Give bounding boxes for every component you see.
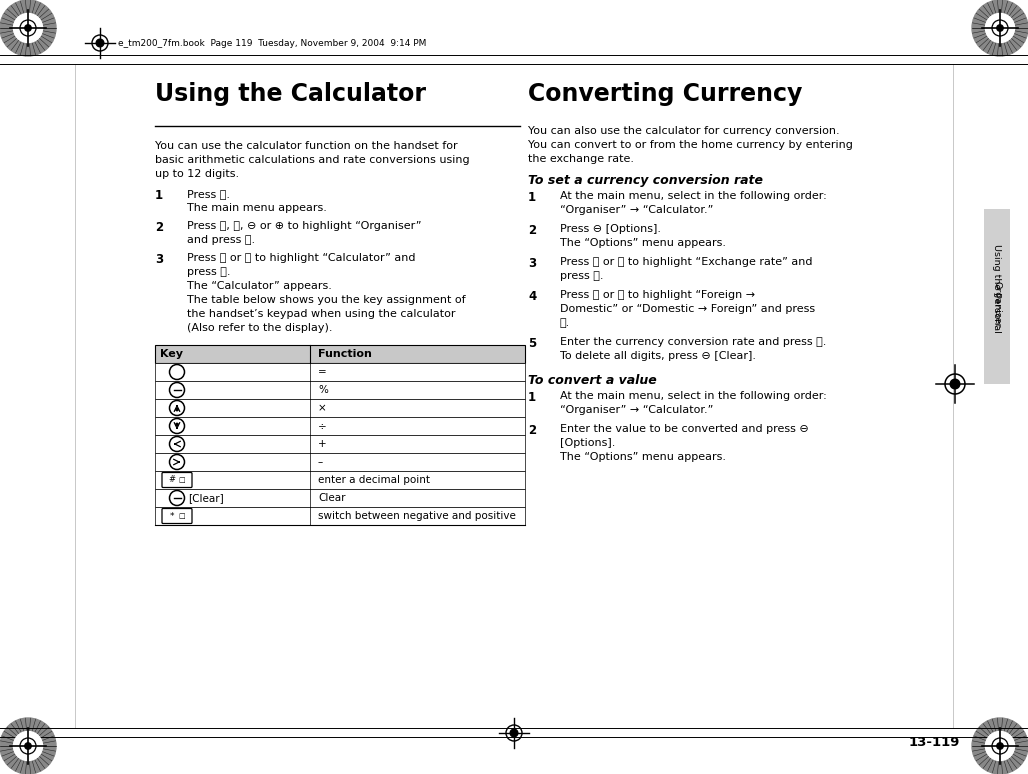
Text: the exchange rate.: the exchange rate.: [528, 154, 634, 164]
FancyBboxPatch shape: [155, 381, 525, 399]
Text: 3: 3: [155, 253, 163, 266]
Text: ⓧ.: ⓧ.: [560, 318, 571, 328]
Text: 1: 1: [528, 391, 537, 404]
Text: The “Calculator” appears.: The “Calculator” appears.: [187, 281, 332, 291]
Text: □: □: [179, 513, 185, 519]
Text: 1: 1: [155, 189, 163, 202]
Text: Domestic” or “Domestic → Foreign” and press: Domestic” or “Domestic → Foreign” and pr…: [560, 304, 815, 314]
Text: 1: 1: [528, 191, 537, 204]
Text: #: #: [169, 475, 176, 485]
Text: Organiser: Organiser: [992, 281, 1001, 328]
Text: *: *: [170, 512, 175, 520]
FancyBboxPatch shape: [155, 489, 525, 507]
Text: You can use the calculator function on the handset for: You can use the calculator function on t…: [155, 141, 457, 151]
FancyBboxPatch shape: [155, 363, 525, 381]
Circle shape: [25, 25, 31, 31]
Text: 2: 2: [528, 424, 537, 437]
Text: □: □: [179, 477, 185, 483]
Text: At the main menu, select in the following order:: At the main menu, select in the followin…: [560, 391, 827, 401]
FancyBboxPatch shape: [155, 345, 525, 363]
Text: 2: 2: [155, 221, 163, 234]
Text: switch between negative and positive: switch between negative and positive: [318, 511, 516, 521]
Text: At the main menu, select in the following order:: At the main menu, select in the followin…: [560, 191, 827, 201]
FancyBboxPatch shape: [984, 209, 1009, 384]
Text: and press ⓧ.: and press ⓧ.: [187, 235, 255, 245]
Text: enter a decimal point: enter a decimal point: [318, 475, 430, 485]
FancyBboxPatch shape: [155, 471, 525, 489]
Text: 3: 3: [528, 257, 537, 270]
Text: Press ⓢ or ⓣ to highlight “Calculator” and: Press ⓢ or ⓣ to highlight “Calculator” a…: [187, 253, 415, 263]
Text: You can convert to or from the home currency by entering: You can convert to or from the home curr…: [528, 140, 853, 150]
Text: =: =: [318, 367, 327, 377]
Text: up to 12 digits.: up to 12 digits.: [155, 169, 240, 179]
Text: 2: 2: [528, 224, 537, 237]
Circle shape: [510, 729, 518, 737]
FancyBboxPatch shape: [155, 417, 525, 435]
Text: Press ⊖ [Options].: Press ⊖ [Options].: [560, 224, 661, 234]
Text: ÷: ÷: [318, 421, 327, 431]
Text: To set a currency conversion rate: To set a currency conversion rate: [528, 174, 763, 187]
Text: “Organiser” → “Calculator.”: “Organiser” → “Calculator.”: [560, 405, 713, 415]
Text: Press ⓢ or ⓣ to highlight “Foreign →: Press ⓢ or ⓣ to highlight “Foreign →: [560, 290, 756, 300]
Text: e_tm200_7fm.book  Page 119  Tuesday, November 9, 2004  9:14 PM: e_tm200_7fm.book Page 119 Tuesday, Novem…: [118, 39, 427, 47]
Text: 13-119: 13-119: [909, 736, 960, 749]
Text: To delete all digits, press ⊖ [Clear].: To delete all digits, press ⊖ [Clear].: [560, 351, 756, 361]
Text: [Clear]: [Clear]: [188, 493, 224, 503]
Circle shape: [972, 0, 1028, 56]
Circle shape: [0, 718, 56, 774]
Text: You can also use the calculator for currency conversion.: You can also use the calculator for curr…: [528, 126, 840, 136]
Text: the handset’s keypad when using the calculator: the handset’s keypad when using the calc…: [187, 309, 455, 319]
Circle shape: [0, 0, 56, 56]
Text: Clear: Clear: [318, 493, 345, 503]
Text: press ⓧ.: press ⓧ.: [560, 271, 603, 281]
Text: Press ⓢ or ⓣ to highlight “Exchange rate” and: Press ⓢ or ⓣ to highlight “Exchange rate…: [560, 257, 812, 267]
Text: Using the Personal: Using the Personal: [992, 244, 1001, 333]
Text: %: %: [318, 385, 328, 395]
Circle shape: [986, 731, 1015, 761]
Text: Enter the currency conversion rate and press ⓧ.: Enter the currency conversion rate and p…: [560, 337, 827, 347]
Text: Press ⓧ.: Press ⓧ.: [187, 189, 230, 199]
Text: 4: 4: [528, 290, 537, 303]
Text: “Organiser” → “Calculator.”: “Organiser” → “Calculator.”: [560, 205, 713, 215]
Text: Enter the value to be converted and press ⊖: Enter the value to be converted and pres…: [560, 424, 809, 434]
FancyBboxPatch shape: [155, 453, 525, 471]
Text: +: +: [318, 439, 327, 449]
Text: Function: Function: [318, 349, 372, 359]
Text: Press ⓢ, ⓣ, ⊖ or ⊕ to highlight “Organiser”: Press ⓢ, ⓣ, ⊖ or ⊕ to highlight “Organis…: [187, 221, 421, 231]
Text: basic arithmetic calculations and rate conversions using: basic arithmetic calculations and rate c…: [155, 155, 470, 165]
Circle shape: [986, 13, 1015, 43]
Text: The table below shows you the key assignment of: The table below shows you the key assign…: [187, 295, 466, 305]
Text: [Options].: [Options].: [560, 438, 616, 448]
Circle shape: [25, 743, 31, 749]
Text: 5: 5: [528, 337, 537, 350]
FancyBboxPatch shape: [155, 399, 525, 417]
Text: To convert a value: To convert a value: [528, 374, 657, 387]
Text: The main menu appears.: The main menu appears.: [187, 203, 327, 213]
Circle shape: [997, 743, 1003, 749]
Circle shape: [950, 379, 960, 389]
Circle shape: [176, 423, 178, 426]
Circle shape: [972, 718, 1028, 774]
FancyBboxPatch shape: [162, 509, 192, 523]
Circle shape: [997, 25, 1003, 31]
FancyBboxPatch shape: [155, 507, 525, 525]
Text: Converting Currency: Converting Currency: [528, 82, 803, 106]
Circle shape: [13, 731, 42, 761]
Text: The “Options” menu appears.: The “Options” menu appears.: [560, 238, 726, 248]
Circle shape: [13, 13, 42, 43]
Text: Key: Key: [160, 349, 183, 359]
Text: press ⓧ.: press ⓧ.: [187, 267, 230, 277]
Circle shape: [176, 409, 178, 411]
Text: ×: ×: [318, 403, 327, 413]
Text: Using the Calculator: Using the Calculator: [155, 82, 426, 106]
Circle shape: [97, 39, 104, 47]
Text: (Also refer to the display).: (Also refer to the display).: [187, 323, 332, 333]
FancyBboxPatch shape: [162, 472, 192, 488]
Text: –: –: [318, 457, 323, 467]
Text: The “Options” menu appears.: The “Options” menu appears.: [560, 452, 726, 462]
FancyBboxPatch shape: [155, 435, 525, 453]
